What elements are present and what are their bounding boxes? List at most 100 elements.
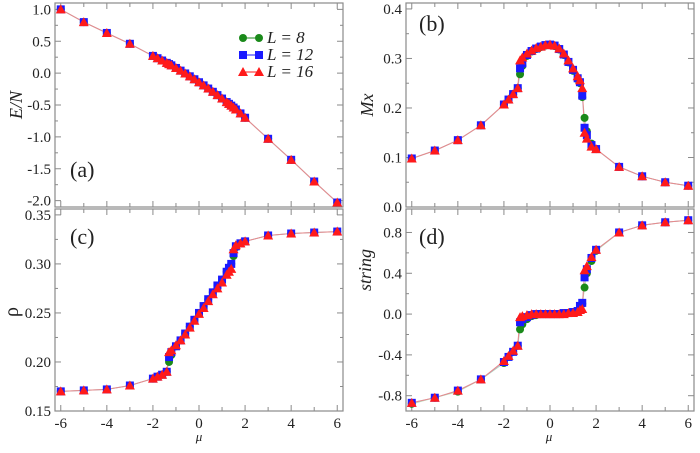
data-point-l16: [660, 177, 671, 187]
data-point-l16: [207, 289, 218, 299]
data-point-l16: [508, 89, 519, 99]
data-point-l16: [212, 283, 223, 293]
data-point-l16: [512, 83, 523, 93]
y-tick-label: 0.1: [383, 150, 402, 166]
data-point-l16: [683, 215, 694, 225]
legend-marker-icon: [238, 67, 248, 76]
data-point-l16: [184, 322, 195, 332]
data-point-l16: [581, 261, 592, 271]
data-point-l16: [194, 77, 204, 87]
data-point-l16: [475, 120, 486, 130]
y-tick-label: 0.8: [383, 225, 402, 241]
data-point-l16: [577, 83, 588, 93]
data-point-l16: [577, 303, 588, 313]
legend-entry-l16: L = 16: [266, 62, 314, 81]
data-point-l16: [263, 133, 274, 143]
x-tick-label: -2: [498, 416, 511, 432]
data-point-l16: [526, 45, 537, 55]
data-point-l16: [161, 366, 172, 376]
data-point-l16: [637, 220, 648, 230]
data-point-l16: [452, 135, 463, 145]
y-tick-label: 0.15: [25, 404, 51, 420]
data-point-l16: [198, 80, 209, 90]
legend-marker-icon: [254, 67, 264, 76]
panel-b-label: (b): [419, 11, 445, 36]
data-point-l16: [124, 38, 135, 48]
x-tick-label: -2: [147, 416, 160, 432]
y-tick-label: 0.4: [383, 2, 402, 18]
y-tick-label: -2.0: [27, 194, 51, 210]
data-point-l16: [180, 329, 191, 339]
y-tick-label: 0.5: [32, 34, 51, 50]
data-point-l16: [101, 27, 112, 37]
data-point-l16: [226, 263, 237, 273]
data-point-l16: [508, 345, 519, 355]
panel-c-ylabel: ρ: [1, 307, 23, 317]
data-point-l12: [165, 353, 174, 362]
x-tick-label: 4: [638, 416, 646, 432]
data-point-l16: [309, 176, 320, 186]
y-tick-label: -1.0: [27, 130, 51, 146]
data-point-l16: [406, 397, 417, 407]
y-tick-label: 0.2: [383, 101, 402, 117]
x-tick-label: -6: [55, 416, 68, 432]
data-point-l16: [549, 40, 560, 50]
data-point-l16: [503, 350, 514, 360]
data-point-l16: [503, 94, 514, 104]
data-point-l16: [429, 392, 440, 402]
y-tick-label: 0.4: [383, 266, 402, 282]
x-tick-label: 4: [287, 416, 295, 432]
data-point-l16: [170, 340, 181, 350]
data-point-l16: [124, 380, 135, 390]
data-point-l16: [574, 75, 585, 85]
data-point-l16: [101, 384, 112, 394]
plot-frame: [405, 2, 695, 208]
data-point-l16: [683, 180, 694, 190]
y-tick-label: 0.25: [25, 306, 51, 322]
data-point-l16: [175, 335, 186, 345]
legend-marker-icon: [239, 34, 247, 42]
data-point-l16: [498, 356, 509, 366]
data-point-l16: [263, 230, 274, 240]
data-point-l16: [286, 154, 297, 164]
data-point-l16: [240, 112, 251, 122]
y-tick-label: 1.0: [32, 2, 51, 18]
y-tick-label: 0.0: [383, 200, 402, 216]
data-point-l16: [309, 227, 320, 237]
y-tick-label: -0.4: [378, 348, 402, 364]
data-point-l16: [429, 145, 440, 155]
x-tick-label: 6: [684, 416, 692, 432]
x-tick-label: 2: [241, 416, 249, 432]
data-point-l16: [166, 345, 177, 355]
data-point-l16: [189, 74, 200, 84]
data-point-l16: [452, 385, 463, 395]
data-point-l16: [475, 374, 486, 384]
data-point-l16: [189, 315, 200, 325]
data-point-l16: [194, 308, 204, 318]
series-line-l12: [411, 44, 689, 187]
panel-c-label: (c): [70, 224, 94, 249]
panel-b: (b) Mx 0.4 0.3 0.2 0.1 0.0: [357, 2, 695, 216]
x-tick-label: -4: [452, 416, 465, 432]
x-tick-label: 0: [195, 416, 203, 432]
data-point-l16: [498, 99, 509, 109]
data-point-l16: [203, 83, 214, 93]
x-tick-label: -6: [406, 416, 419, 432]
panel-a-label: (a): [70, 157, 94, 182]
data-point-l16: [286, 228, 297, 238]
data-point-l16: [591, 144, 602, 154]
panel-d-xlabel: μ: [545, 429, 553, 444]
data-point-l16: [212, 90, 223, 100]
x-tick-label: 0: [546, 416, 554, 432]
data-point-l16: [512, 340, 523, 350]
panel-d: (d) string μ -6 -4 -2 0 2 4 6 0.8 0.4 0.0 -0.4 -0.8: [355, 208, 695, 444]
y-tick-label: -0.8: [378, 389, 402, 405]
panel-a-ylabel: E/N: [6, 90, 26, 120]
x-tick-label: 2: [592, 416, 600, 432]
data-point-l16: [217, 93, 228, 103]
legend-entry-l12: L = 12: [266, 45, 314, 64]
data-point-l16: [55, 386, 66, 396]
y-tick-label: -1.5: [27, 162, 51, 178]
legend: L = 8 L = 12 L = 16: [238, 28, 314, 81]
